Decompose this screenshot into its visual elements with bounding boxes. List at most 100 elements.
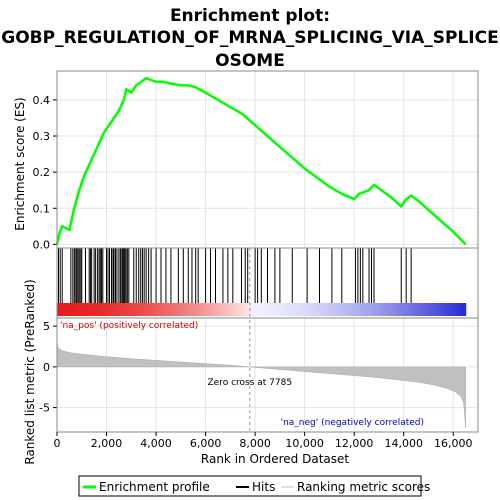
x-tick-label: 12,000 [335, 437, 374, 450]
rank-color-segment [237, 303, 242, 316]
rank-color-segment [213, 303, 218, 316]
rank-color-segment [312, 303, 317, 316]
es-panel: 0.0 0.1 0.2 0.3 0.4 [33, 70, 479, 251]
rank-color-segment [353, 303, 358, 316]
rank-color-segment [60, 303, 65, 316]
rank-color-segment [182, 303, 187, 316]
rank-color-segment [268, 303, 273, 316]
rank-color-segment [142, 303, 147, 316]
x-tick-label: 8,000 [239, 437, 271, 450]
rank-color-segment [108, 303, 113, 316]
rank-color-segment [145, 303, 150, 316]
rank-color-segment [254, 303, 259, 316]
rank-color-segment [339, 303, 344, 316]
x-axis-title: Rank in Ordered Dataset [201, 452, 349, 466]
rank-color-segment [189, 303, 194, 316]
rank-color-segment [434, 303, 439, 316]
rank-color-segment [80, 303, 85, 316]
metric-axis-title: Ranked list metric (PreRanked) [23, 279, 37, 464]
metric-tick-label: 5 [43, 320, 50, 333]
rank-color-segment [373, 303, 378, 316]
hits-panel [56, 247, 479, 319]
x-tick-label: 14,000 [384, 437, 423, 450]
rank-color-segment [104, 303, 109, 316]
rank-color-segment [162, 303, 167, 316]
rank-color-segment [441, 303, 446, 316]
rank-color-segment [200, 303, 205, 316]
rank-color-segment [234, 303, 239, 316]
rank-color-segment [251, 303, 256, 316]
rank-color-segment [223, 303, 228, 316]
rank-color-segment [77, 303, 82, 316]
rank-color-segment [138, 303, 143, 316]
rank-color-segment [169, 303, 174, 316]
rank-color-segment [336, 303, 341, 316]
rank-color-segment [326, 303, 331, 316]
chart-title-line-2: GOBP_REGULATION_OF_MRNA_SPLICING_VIA_SPL… [1, 28, 498, 48]
rank-color-segment [343, 303, 348, 316]
rank-color-segment [332, 303, 337, 316]
rank-color-segment [210, 303, 215, 316]
rank-color-segment [91, 303, 96, 316]
es-tick-label: 0.3 [33, 130, 51, 143]
x-tick-label: 10,000 [285, 437, 324, 450]
x-tick-label: 16,000 [434, 437, 473, 450]
rank-color-segment [387, 303, 392, 316]
es-tick-label: 0.4 [33, 94, 51, 107]
rank-color-segment [383, 303, 388, 316]
rank-color-segment [264, 303, 269, 316]
rank-color-segment [121, 303, 126, 316]
rank-color-segment [257, 303, 262, 316]
rank-color-segment [349, 303, 354, 316]
rank-color-segment [291, 303, 296, 316]
es-tick-label: 0.1 [33, 202, 51, 215]
rank-color-segment [131, 303, 136, 316]
es-tick-label: 0.0 [33, 238, 51, 251]
rank-color-segment [125, 303, 130, 316]
rank-color-segment [285, 303, 290, 316]
rank-color-segment [203, 303, 208, 316]
rank-color-segment [462, 303, 467, 316]
chart-title-line-1: Enrichment plot: [170, 6, 330, 26]
rank-color-segment [101, 303, 106, 316]
rank-color-segment [165, 303, 170, 316]
rank-color-segment [455, 303, 460, 316]
es-axis-title: Enrichment score (ES) [13, 97, 27, 230]
x-tick-label: 2,000 [91, 437, 123, 450]
rank-color-segment [448, 303, 453, 316]
rank-color-segment [94, 303, 99, 316]
es-plot-area [57, 71, 478, 248]
rank-color-segment [414, 303, 419, 316]
rank-color-segment [70, 303, 75, 316]
rank-color-segment [97, 303, 102, 316]
rank-color-segment [63, 303, 68, 316]
rank-color-segment [193, 303, 198, 316]
rank-color-segment [135, 303, 140, 316]
rank-color-segment [377, 303, 382, 316]
rank-color-segment [281, 303, 286, 316]
rank-color-segment [458, 303, 463, 316]
rank-color-segment [445, 303, 450, 316]
metric-tick-label: -5 [39, 402, 50, 415]
legend-label-ranking-metric: Ranking metric scores [297, 480, 430, 494]
rank-color-segment [278, 303, 283, 316]
rank-color-segment [421, 303, 426, 316]
rank-color-segment [431, 303, 436, 316]
rank-color-segment [417, 303, 422, 316]
legend: Enrichment profile Hits Ranking metric s… [78, 475, 430, 497]
rank-color-segment [227, 303, 232, 316]
rank-color-segment [438, 303, 443, 316]
rank-color-segment [407, 303, 412, 316]
rank-color-segment [274, 303, 279, 316]
rank-color-segment [240, 303, 245, 316]
rank-color-segment [57, 303, 62, 316]
positive-correlation-label: 'na_pos' (positively correlated) [60, 321, 198, 331]
rank-color-segment [74, 303, 79, 316]
rank-color-segment [261, 303, 266, 316]
rank-color-segment [84, 303, 89, 316]
negative-correlation-label: 'na_neg' (negatively correlated) [281, 418, 424, 428]
rank-color-segment [230, 303, 235, 316]
rank-color-segment [400, 303, 405, 316]
metric-tick-label: 0 [43, 361, 50, 374]
